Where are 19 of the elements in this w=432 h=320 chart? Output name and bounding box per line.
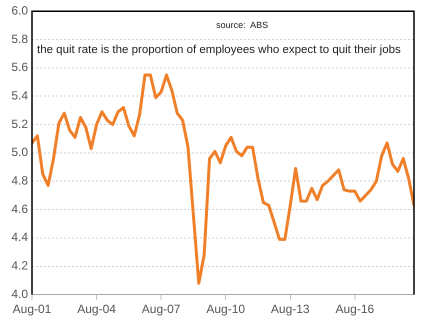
y-tick-label: 5.2 — [11, 116, 28, 131]
y-tick-label: 4.4 — [11, 230, 28, 244]
y-tick-label: 5.6 — [11, 60, 28, 74]
y-tick-label: 5.8 — [11, 32, 28, 46]
y-tick-label: 6.0 — [11, 4, 28, 18]
y-tick-label: 4.6 — [11, 202, 28, 216]
x-tick-label: Aug-04 — [77, 302, 116, 316]
annotation: the quit rate is the proportion of employees who expect to quit their jobs — [37, 44, 401, 56]
y-tick-label: 5.0 — [11, 145, 28, 160]
x-tick-label: Aug-01 — [12, 302, 52, 316]
y-tick-label: 4.0 — [11, 286, 28, 301]
annotation: source: ABS — [216, 20, 268, 30]
x-tick-label: Aug-16 — [335, 302, 374, 316]
x-tick-label: Aug-13 — [270, 302, 310, 316]
y-tick-label: 4.8 — [11, 174, 28, 188]
y-tick-label: 5.4 — [11, 88, 28, 103]
x-tick-label: Aug-10 — [206, 302, 246, 316]
y-tick-label: 4.2 — [11, 258, 28, 273]
x-tick-label: Aug-07 — [142, 302, 181, 316]
